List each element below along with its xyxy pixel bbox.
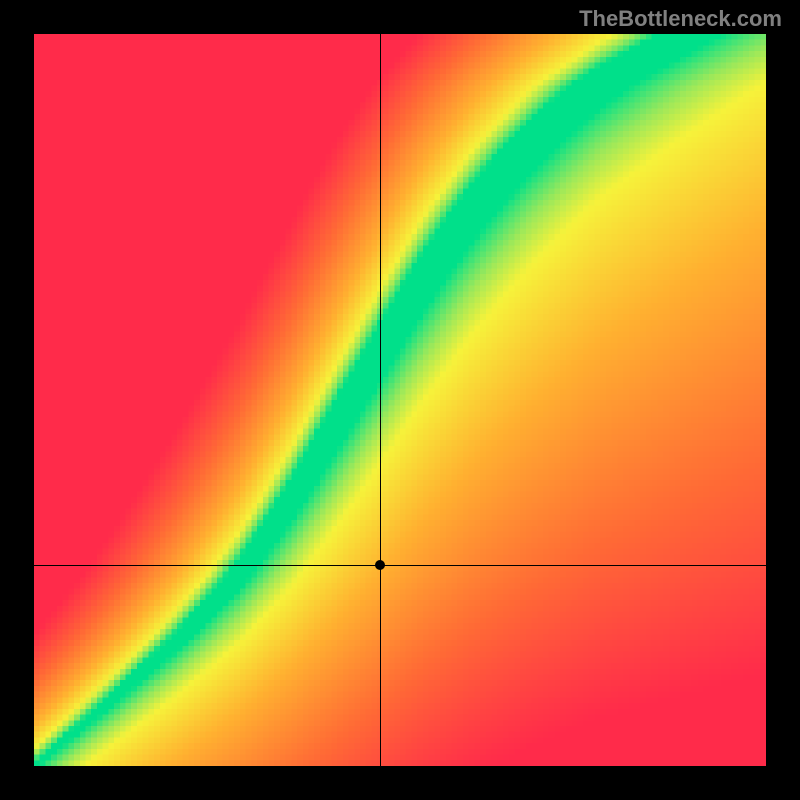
watermark-text: TheBottleneck.com [579,6,782,32]
crosshair-marker [375,560,385,570]
crosshair-vertical-line [380,34,381,766]
heatmap-canvas [34,34,766,766]
crosshair-horizontal-line [34,565,766,566]
heatmap-plot-area [34,34,766,766]
